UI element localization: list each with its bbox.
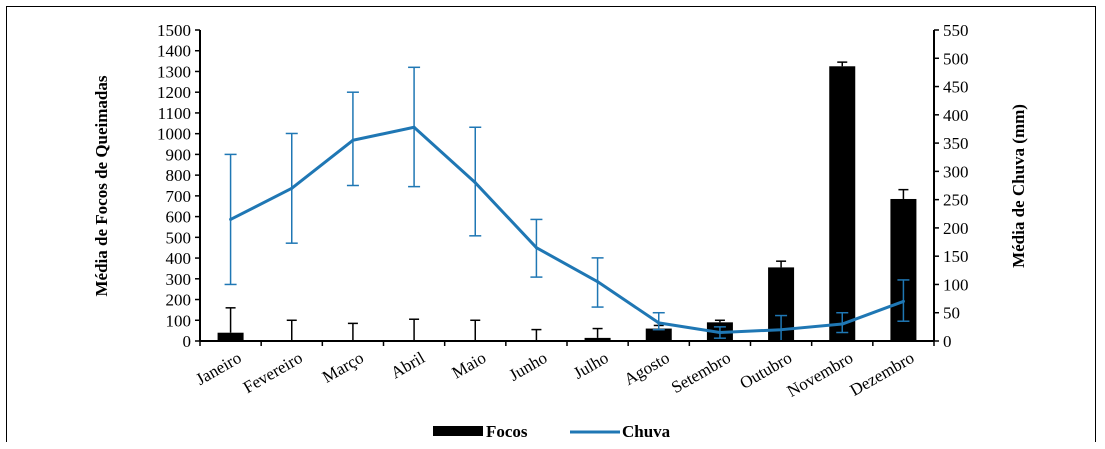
x-tick-label: Janeiro	[193, 348, 245, 389]
y-axis-title: Média de Focos de Queimadas	[92, 75, 111, 296]
y-tick-label: 800	[166, 166, 192, 185]
y-tick-label: 200	[166, 291, 192, 310]
y2-tick-label: 100	[943, 275, 969, 294]
y-tick-label: 1000	[157, 125, 191, 144]
bar-focos	[645, 328, 672, 341]
x-tick-label: Março	[319, 348, 367, 387]
y-tick-label: 400	[166, 249, 192, 268]
point-chuva	[596, 280, 600, 284]
point-chuva	[534, 246, 538, 250]
left-tick-labels: 0100200300400500600700800900100011001200…	[157, 21, 191, 351]
point-chuva	[473, 181, 477, 185]
point-chuva	[229, 217, 233, 221]
y-tick-label: 0	[183, 332, 192, 351]
bar-focos	[829, 66, 856, 342]
right-tick-labels: 0 50 100 150 200 250 300 350 400 450 500 550	[943, 21, 969, 351]
y2-tick-label: 250	[943, 191, 969, 210]
x-tick-label: Agosto	[621, 348, 673, 389]
x-tick-label: Junho	[506, 348, 551, 385]
y2-tick-label: 450	[943, 78, 969, 97]
point-chuva	[412, 125, 416, 129]
y2-axis-title: Média de Chuva (mm)	[1009, 104, 1028, 268]
y2-tick-label: 300	[943, 162, 969, 181]
y2-tick-label: 0	[943, 332, 952, 351]
y-tick-label: 600	[166, 208, 192, 227]
y-tick-label: 500	[166, 228, 192, 247]
x-tick-label: Dezembro	[847, 348, 918, 400]
x-tick-label: Maio	[449, 348, 490, 382]
x-tick-label: Fevereiro	[240, 348, 306, 397]
axes-group	[195, 29, 939, 346]
point-chuva	[840, 322, 844, 326]
point-chuva	[657, 321, 661, 325]
y-tick-label: 1500	[157, 21, 191, 40]
y2-tick-label: 400	[943, 106, 969, 125]
x-tick-label: Novembro	[784, 348, 856, 401]
y-tick-label: 1400	[157, 42, 191, 61]
x-tick-label: Abril	[388, 348, 429, 383]
y2-tick-label: 200	[943, 219, 969, 238]
y-tick-label: 1100	[158, 104, 191, 123]
bars-group	[217, 66, 917, 342]
legend-focos-label: Focos	[486, 422, 528, 441]
y-tick-label: 1200	[157, 83, 191, 102]
y2-tick-label: 150	[943, 247, 969, 266]
point-chuva	[901, 299, 905, 303]
x-tick-label: Setembro	[668, 348, 734, 397]
y2-tick-label: 50	[943, 304, 960, 323]
y-tick-label: 700	[166, 187, 192, 206]
y-tick-label: 100	[166, 311, 192, 330]
y2-tick-label: 500	[943, 49, 969, 68]
legend-chuva-label: Chuva	[622, 422, 671, 441]
line-error-bars	[224, 66, 910, 342]
y2-tick-label: 350	[943, 134, 969, 153]
bar-error-bars	[225, 61, 909, 341]
line-series-group	[229, 125, 905, 335]
point-chuva	[779, 328, 783, 332]
legend-focos-swatch	[433, 426, 483, 436]
point-chuva	[351, 138, 355, 142]
chart-frame	[6, 6, 1096, 442]
bar-focos	[217, 332, 244, 341]
y2-tick-label: 550	[943, 21, 969, 40]
y-tick-label: 300	[166, 270, 192, 289]
line-chuva	[229, 125, 904, 335]
y-tick-label: 900	[166, 145, 192, 164]
x-tick-label: Julho	[570, 348, 611, 383]
y-tick-label: 1300	[157, 62, 191, 81]
point-chuva	[718, 331, 722, 335]
point-chuva	[290, 186, 294, 190]
bar-focos	[584, 337, 611, 341]
legend: Focos Chuva	[433, 422, 671, 441]
